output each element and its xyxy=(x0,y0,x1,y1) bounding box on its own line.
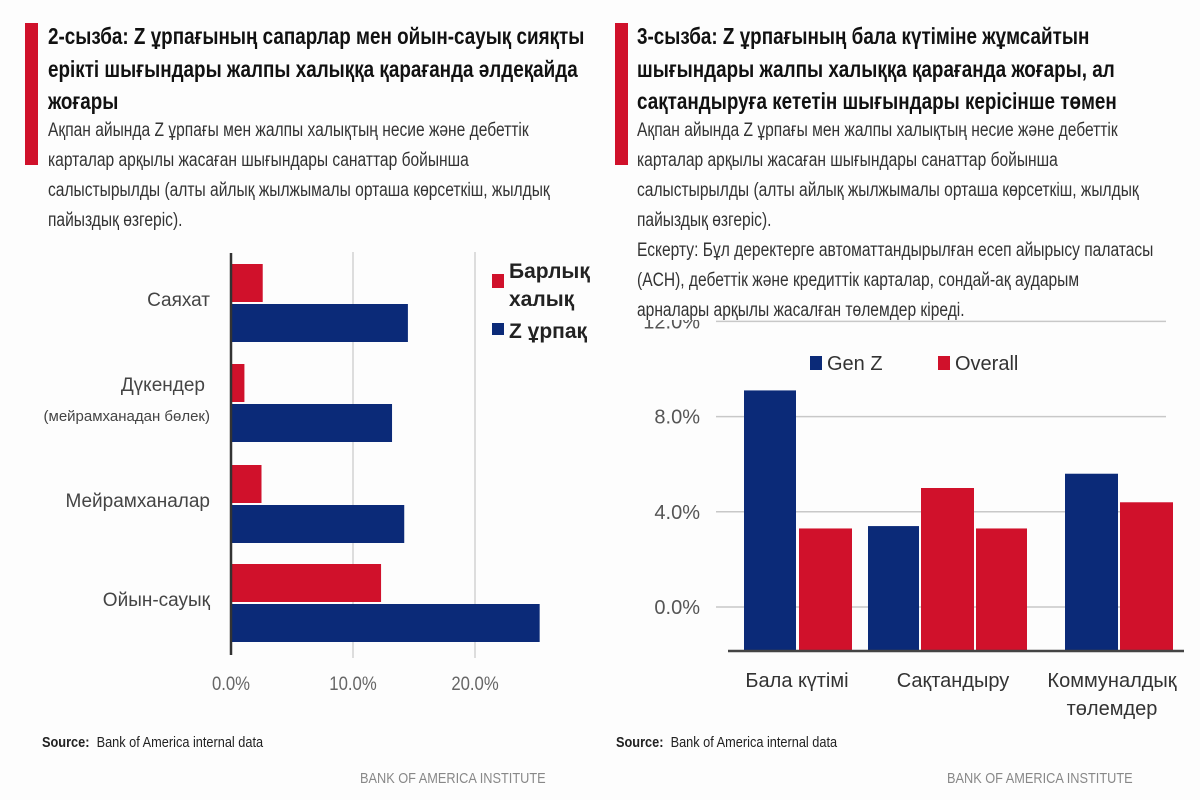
title-line: 3-сызба: Z ұрпағының бала күтіміне жұмса… xyxy=(637,23,1090,49)
right-chart-title: 3-сызба: Z ұрпағының бала күтіміне жұмса… xyxy=(637,20,1117,118)
subtitle-line: салыстырылды (алты айлық жылжымалы орташ… xyxy=(637,180,1139,201)
right-brand: BANK OF AMERICA INSTITUTE xyxy=(947,770,1133,787)
title-line: ерікті шығындары жалпы халыққа қарағанда… xyxy=(48,55,578,82)
source-label: Source: xyxy=(42,734,90,751)
subtitle-line: карталар арқылы жасаған шығындары санатт… xyxy=(48,150,469,171)
source-text: Bank of America internal data xyxy=(670,734,838,751)
y-tick-label: 12.0% xyxy=(643,320,700,333)
bar-genz xyxy=(231,404,393,442)
subtitle-line: пайыздық өзгеріс). xyxy=(637,210,772,231)
legend-label: Барлық xyxy=(509,260,590,283)
category-label: Саяхат xyxy=(147,290,210,311)
bar-overall xyxy=(231,364,245,402)
left-bar-chart: 0.0% 10.0% 20.0% Саяхат Дүкендер (мейрамханад… xyxy=(44,252,590,694)
left-brand: BANK OF AMERICA INSTITUTE xyxy=(360,770,546,787)
category-label: Коммуналдық xyxy=(1047,670,1176,692)
legend-swatch-genz xyxy=(492,323,504,335)
right-chart-subtitle: Ақпан айында Z ұрпағы мен жалпы халықтың… xyxy=(637,116,1153,326)
category-label: Ойын-сауық xyxy=(103,590,211,611)
bar-gen-z xyxy=(1065,473,1118,652)
x-tick-label: 10.0% xyxy=(329,673,376,694)
category-label: Мейрамханалар xyxy=(65,491,210,512)
y-tick-label: 8.0% xyxy=(654,407,700,429)
legend-swatch-overall xyxy=(938,356,950,370)
legend-swatch-genz xyxy=(810,356,822,370)
title-line: жоғары xyxy=(48,88,119,114)
y-tick-label: 4.0% xyxy=(654,502,700,524)
legend-swatch-overall xyxy=(492,274,504,288)
note-line: Ескерту: Бұл деректерге автоматтандырылғ… xyxy=(637,240,1154,261)
title-line: сақтандыруға кететін шығындары керісінше… xyxy=(637,88,1117,114)
source-text: Bank of America internal data xyxy=(96,734,264,751)
source-label: Source: xyxy=(616,734,664,751)
bar-genz xyxy=(231,505,405,543)
category-label: (мейрамханадан бөлек) xyxy=(44,408,210,425)
subtitle-line: Ақпан айында Z ұрпағы мен жалпы халықтың… xyxy=(48,120,529,141)
bar-genz xyxy=(231,304,408,342)
bar-gen-z xyxy=(744,390,796,652)
bar-overall xyxy=(1120,502,1173,652)
title-line: шығындары жалпы халыққа қарағанда жоғары… xyxy=(637,55,1115,82)
note-line: (ACH), дебеттік және кредиттік карталар,… xyxy=(637,270,1080,291)
right-title-accent-bar xyxy=(615,23,628,165)
category-label: Сақтандыру xyxy=(897,670,1010,692)
left-chart-subtitle: Ақпан айында Z ұрпағы мен жалпы халықтың… xyxy=(48,116,550,236)
subtitle-line: салыстырылды (алты айлық жылжымалы орташ… xyxy=(48,180,550,201)
x-tick-label: 0.0% xyxy=(212,673,250,694)
note-line: арналары арқылы жасалған төлемдер кіреді… xyxy=(637,300,965,321)
x-tick-label: 20.0% xyxy=(451,673,498,694)
subtitle-line: карталар арқылы жасаған шығындары санатт… xyxy=(637,150,1058,171)
right-source: Source: Bank of America internal data xyxy=(616,734,837,751)
legend-label: Overall xyxy=(955,353,1018,375)
bar-overall xyxy=(231,564,382,602)
legend-label: Z ұрпақ xyxy=(509,320,588,343)
left-title-accent-bar xyxy=(25,23,38,165)
legend-label: Gen Z xyxy=(827,353,883,375)
bar-overall xyxy=(799,528,852,652)
category-label: Дүкендер xyxy=(121,375,205,396)
bar-genz xyxy=(231,604,540,642)
category-label: төлемдер xyxy=(1067,698,1158,720)
bar-overall xyxy=(231,264,263,302)
bar-overall xyxy=(231,465,262,503)
category-label: Бала күтімі xyxy=(745,670,848,692)
left-source: Source: Bank of America internal data xyxy=(42,734,263,751)
left-chart-title: 2-сызба: Z ұрпағының сапарлар мен ойын-с… xyxy=(48,20,584,118)
bar-overall xyxy=(976,528,1027,652)
title-line: 2-сызба: Z ұрпағының сапарлар мен ойын-с… xyxy=(48,23,585,49)
legend-label: халық xyxy=(509,288,575,311)
y-tick-label: 0.0% xyxy=(654,597,700,619)
right-bar-chart: 0.0% 4.0% 8.0% 12.0% Бала күтімі Сақтандыру Ко… xyxy=(643,320,1184,720)
bar-overall xyxy=(921,488,974,652)
subtitle-line: Ақпан айында Z ұрпағы мен жалпы халықтың… xyxy=(637,120,1118,141)
subtitle-line: пайыздық өзгеріс). xyxy=(48,210,183,231)
bar-gen-z xyxy=(868,526,919,652)
